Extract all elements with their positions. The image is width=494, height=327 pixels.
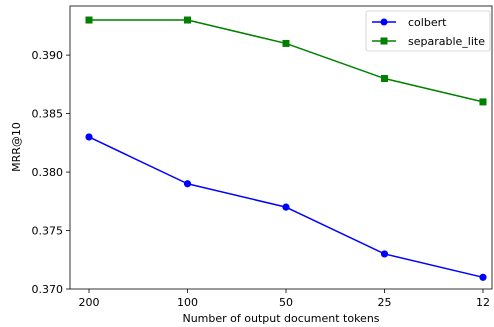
legend-item-separable-lite: separable_lite (372, 35, 485, 48)
y-tick-label: 0.385 (32, 108, 64, 121)
x-tick-label: 200 (79, 296, 100, 309)
x-tick-label: 50 (279, 296, 293, 309)
x-tick-label: 12 (476, 296, 490, 309)
plot-frame (69, 5, 493, 290)
data-point-separable-lite (85, 16, 93, 24)
legend-marker-separable-lite (380, 37, 388, 45)
legend-box (365, 10, 491, 52)
data-point-colbert (85, 133, 93, 141)
y-tick-label: 0.370 (32, 283, 64, 296)
legend-label-colbert: colbert (408, 16, 447, 29)
legend-item-colbert: colbert (372, 16, 447, 29)
data-point-separable-lite (184, 16, 191, 24)
series-layer (85, 16, 487, 281)
y-tick-label: 0.375 (32, 225, 64, 238)
x-tick-label: 100 (177, 296, 198, 309)
plot-background (70, 6, 492, 289)
legend-label-separable-lite: separable_lite (408, 35, 485, 48)
y-tick-label: 0.390 (32, 49, 64, 62)
x-tick-label: 25 (378, 296, 392, 309)
data-point-separable-lite (282, 39, 290, 47)
data-point-separable-lite (479, 98, 487, 106)
x-axis-label: Number of output document tokens (182, 312, 379, 325)
data-point-separable-lite (381, 75, 388, 83)
data-point-colbert (380, 250, 389, 258)
data-point-colbert (282, 203, 290, 211)
data-point-colbert (479, 273, 487, 281)
y-axis-label: MRR@10 (10, 122, 23, 172)
data-point-colbert (183, 180, 192, 188)
y-tick-label: 0.380 (32, 166, 64, 179)
legend-marker-colbert (380, 18, 388, 26)
legend: colbert separable_lite (365, 10, 491, 52)
tick-layer: 0.370 0.375 0.380 0.385 0.390 200 100 50 25 12 (32, 49, 491, 309)
